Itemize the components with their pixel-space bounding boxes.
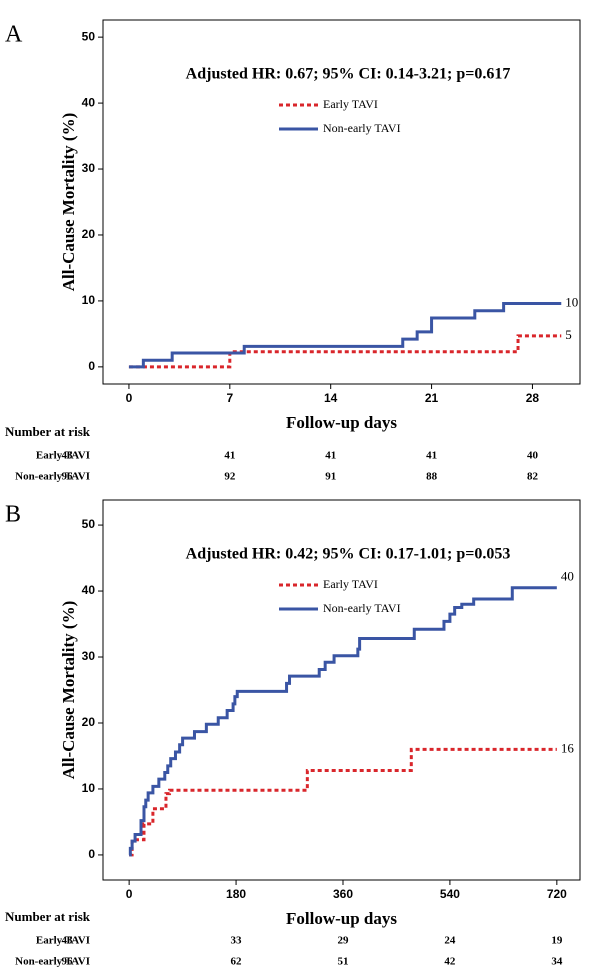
- risk-value: 92: [224, 471, 236, 483]
- x-axis-title: Follow-up days: [286, 413, 397, 432]
- x-tick-label: 180: [226, 887, 246, 901]
- risk-value: 41: [325, 450, 336, 462]
- risk-row-name: Non-early TAVI: [15, 471, 90, 483]
- risk-value: 51: [337, 956, 348, 968]
- risk-value: 88: [426, 471, 438, 483]
- end-label: 40: [561, 569, 574, 584]
- risk-value: 96: [62, 956, 74, 968]
- risk-value: 91: [325, 471, 336, 483]
- risk-value: 62: [231, 956, 243, 968]
- risk-value: 41: [426, 450, 437, 462]
- risk-row-name: Early TAVI: [36, 450, 90, 462]
- y-tick-label: 10: [82, 293, 96, 307]
- risk-table-title: Number at risk: [5, 909, 91, 924]
- x-tick-label: 21: [425, 391, 439, 405]
- y-tick-label: 50: [82, 29, 96, 43]
- risk-value: 96: [62, 471, 74, 483]
- end-label: 10: [565, 295, 578, 310]
- x-tick-label: 28: [526, 391, 540, 405]
- y-tick-label: 30: [82, 161, 96, 175]
- y-tick-label: 10: [82, 781, 96, 795]
- survival-line: [129, 747, 557, 857]
- legend-label: Early TAVI: [323, 97, 378, 111]
- y-tick-label: 50: [82, 517, 96, 531]
- x-tick-label: 720: [547, 887, 567, 901]
- x-tick-label: 14: [324, 391, 338, 405]
- y-tick-label: 30: [82, 649, 96, 663]
- plot-frame: [102, 499, 581, 881]
- risk-value: 82: [527, 471, 539, 483]
- risk-value: 43: [62, 935, 74, 947]
- risk-value: 19: [551, 935, 563, 947]
- x-tick-label: 0: [126, 887, 133, 901]
- risk-value: 43: [62, 450, 74, 462]
- y-tick-label: 40: [82, 583, 96, 597]
- risk-value: 42: [444, 956, 456, 968]
- y-tick-label: 0: [88, 359, 95, 373]
- risk-value: 34: [551, 956, 563, 968]
- panel-label: A: [5, 22, 23, 48]
- risk-row-name: Early TAVI: [36, 935, 90, 947]
- risk-value: 41: [224, 450, 235, 462]
- y-tick-label: 0: [88, 847, 95, 861]
- risk-row-name: Non-early TAVI: [15, 956, 90, 968]
- x-tick-label: 7: [226, 391, 233, 405]
- y-tick-label: 20: [82, 715, 96, 729]
- panel-label: B: [5, 502, 21, 528]
- survival-line: [128, 586, 557, 857]
- x-tick-label: 540: [440, 887, 460, 901]
- x-tick-label: 0: [126, 391, 133, 405]
- y-tick-label: 40: [82, 95, 96, 109]
- legend-label: Non-early TAVI: [323, 121, 401, 135]
- legend-label: Early TAVI: [323, 577, 378, 591]
- risk-value: 29: [337, 935, 349, 947]
- end-label: 16: [561, 740, 575, 755]
- y-axis-title: All-Cause Mortality (%): [59, 601, 78, 779]
- end-label: 5: [565, 327, 572, 342]
- annotation: Adjusted HR: 0.67; 95% CI: 0.14-3.21; p=…: [186, 66, 511, 83]
- annotation: Adjusted HR: 0.42; 95% CI: 0.17-1.01; p=…: [186, 546, 511, 563]
- plot-frame: [102, 19, 581, 385]
- y-tick-label: 20: [82, 227, 96, 241]
- survival-line: [128, 302, 562, 369]
- risk-value: 24: [444, 935, 456, 947]
- y-axis-title: All-Cause Mortality (%): [59, 113, 78, 291]
- legend-label: Non-early TAVI: [323, 601, 401, 615]
- x-tick-label: 360: [333, 887, 353, 901]
- risk-table-title: Number at risk: [5, 424, 91, 439]
- risk-value: 33: [231, 935, 243, 947]
- x-axis-title: Follow-up days: [286, 909, 397, 928]
- risk-value: 40: [527, 450, 539, 462]
- survival-line: [128, 334, 562, 369]
